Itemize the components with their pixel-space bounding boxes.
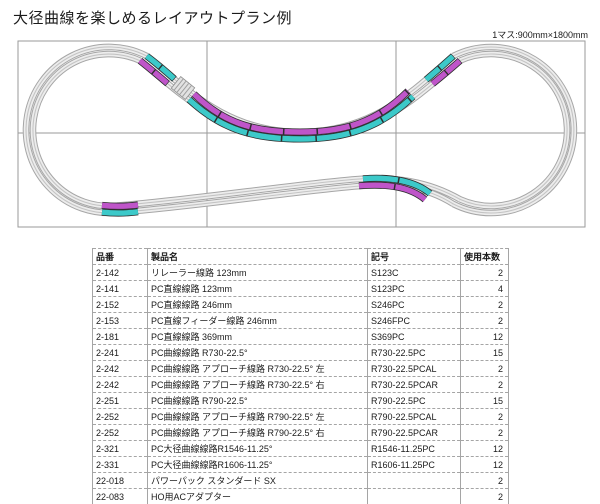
- table-row: 2-181 PC直線線路 369mm S369PC 12: [92, 328, 509, 345]
- table-header-row: 品番 製品名 記号 使用本数: [92, 248, 509, 265]
- cell-part-number: 2-242: [92, 376, 148, 393]
- cell-part-number: 2-241: [92, 344, 148, 361]
- cell-part-number: 2-252: [92, 408, 148, 425]
- cell-code: R790-22.5PCAR: [367, 424, 461, 441]
- cell-product-name: PC曲線線路 アプローチ線路 R730-22.5° 右: [147, 376, 368, 393]
- cell-quantity: 2: [460, 408, 509, 425]
- cell-code: [367, 472, 461, 489]
- cell-part-number: 2-331: [92, 456, 148, 473]
- cell-part-number: 2-152: [92, 296, 148, 313]
- cell-code: R790-22.5PCAL: [367, 408, 461, 425]
- cell-quantity: 2: [460, 424, 509, 441]
- cell-code: S123PC: [367, 280, 461, 297]
- cell-code: R730-22.5PCAL: [367, 360, 461, 377]
- cell-code: R730-22.5PC: [367, 344, 461, 361]
- cell-code: S369PC: [367, 328, 461, 345]
- cell-product-name: PC直線線路 246mm: [147, 296, 368, 313]
- cell-product-name: PC大径曲線線路R1606-11.25°: [147, 456, 368, 473]
- cell-product-name: PC直線線路 369mm: [147, 328, 368, 345]
- cell-quantity: 12: [460, 328, 509, 345]
- cell-quantity: 2: [460, 472, 509, 489]
- rerailer-rib: [179, 83, 189, 95]
- cell-part-number: 2-142: [92, 264, 148, 281]
- cell-product-name: HO用ACアダプター: [147, 488, 368, 504]
- grid-border: [17, 40, 586, 228]
- rerailer-rib: [173, 78, 184, 91]
- table-row: 2-142 リレーラー線路 123mm S123C 2: [92, 264, 509, 281]
- grid-scale-note: 1マス:900mm×1800mm: [492, 30, 588, 40]
- cell-product-name: PC曲線線路 アプローチ線路 R790-22.5° 左: [147, 408, 368, 425]
- cell-quantity: 2: [460, 296, 509, 313]
- cell-product-name: PC大径曲線線路R1546-11.25°: [147, 440, 368, 457]
- table-row: 2-153 PC直線フィーダー線路 246mm S246FPC 2: [92, 312, 509, 329]
- col-header-code: 記号: [367, 248, 461, 265]
- cell-code: S246FPC: [367, 312, 461, 329]
- cell-quantity: 2: [460, 488, 509, 504]
- table-row: 22-083 HO用ACアダプター 2: [92, 488, 509, 504]
- table-row: 2-242 PC曲線線路 アプローチ線路 R730-22.5° 左 R730-2…: [92, 360, 509, 377]
- cell-code: S123C: [367, 264, 461, 281]
- cell-code: R730-22.5PCAR: [367, 376, 461, 393]
- cell-quantity: 4: [460, 280, 509, 297]
- cell-part-number: 2-251: [92, 392, 148, 409]
- table-row: 2-241 PC曲線線路 R730-22.5° R730-22.5PC 15: [92, 344, 509, 361]
- col-header-quantity: 使用本数: [460, 248, 509, 265]
- parts-table: 品番 製品名 記号 使用本数 2-142 リレーラー線路 123mm S123C…: [92, 248, 509, 504]
- table-row: 2-152 PC直線線路 246mm S246PC 2: [92, 296, 509, 313]
- cell-part-number: 2-242: [92, 360, 148, 377]
- cell-code: [367, 488, 461, 504]
- rerailer-rib: [176, 80, 187, 93]
- cell-part-number: 2-252: [92, 424, 148, 441]
- cell-part-number: 2-321: [92, 440, 148, 457]
- cell-part-number: 2-181: [92, 328, 148, 345]
- table-row: 2-242 PC曲線線路 アプローチ線路 R730-22.5° 右 R730-2…: [92, 376, 509, 393]
- rerailer-rib: [182, 85, 192, 97]
- cell-product-name: PC曲線線路 アプローチ線路 R730-22.5° 左: [147, 360, 368, 377]
- layout-diagram: [17, 40, 586, 228]
- table-row: 2-252 PC曲線線路 アプローチ線路 R790-22.5° 左 R790-2…: [92, 408, 509, 425]
- cell-quantity: 12: [460, 440, 509, 457]
- col-header-product-name: 製品名: [147, 248, 368, 265]
- table-row: 2-321 PC大径曲線線路R1546-11.25° R1546-11.25PC…: [92, 440, 509, 457]
- cell-product-name: PC曲線線路 アプローチ線路 R790-22.5° 右: [147, 424, 368, 441]
- cell-code: R1606-11.25PC: [367, 456, 461, 473]
- cell-part-number: 2-153: [92, 312, 148, 329]
- cell-code: R1546-11.25PC: [367, 440, 461, 457]
- table-row: 2-331 PC大径曲線線路R1606-11.25° R1606-11.25PC…: [92, 456, 509, 473]
- cell-quantity: 2: [460, 264, 509, 281]
- cell-quantity: 12: [460, 456, 509, 473]
- cell-code: R790-22.5PC: [367, 392, 461, 409]
- col-header-part-number: 品番: [92, 248, 148, 265]
- cell-product-name: PC直線線路 123mm: [147, 280, 368, 297]
- cell-part-number: 22-018: [92, 472, 148, 489]
- cell-product-name: PC直線フィーダー線路 246mm: [147, 312, 368, 329]
- page-title: 大径曲線を楽しめるレイアウトプラン例: [13, 10, 293, 27]
- table-row: 2-252 PC曲線線路 アプローチ線路 R790-22.5° 右 R790-2…: [92, 424, 509, 441]
- rerailer-body: [170, 75, 196, 101]
- cell-quantity: 15: [460, 392, 509, 409]
- cell-quantity: 2: [460, 312, 509, 329]
- highlight-bottom-left-cyan: [102, 212, 138, 213]
- table-row: 2-141 PC直線線路 123mm S123PC 4: [92, 280, 509, 297]
- cell-product-name: リレーラー線路 123mm: [147, 264, 368, 281]
- cell-quantity: 2: [460, 360, 509, 377]
- cell-part-number: 2-141: [92, 280, 148, 297]
- cell-quantity: 2: [460, 376, 509, 393]
- table-row: 2-251 PC曲線線路 R790-22.5° R790-22.5PC 15: [92, 392, 509, 409]
- cell-part-number: 22-083: [92, 488, 148, 504]
- cell-code: S246PC: [367, 296, 461, 313]
- cell-product-name: PC曲線線路 R730-22.5°: [147, 344, 368, 361]
- cell-product-name: パワーパック スタンダード SX: [147, 472, 368, 489]
- highlight-bottom-left-magenta: [102, 205, 138, 206]
- rerailer-track-piece: [170, 75, 196, 101]
- cell-quantity: 15: [460, 344, 509, 361]
- table-row: 22-018 パワーパック スタンダード SX 2: [92, 472, 509, 489]
- cell-product-name: PC曲線線路 R790-22.5°: [147, 392, 368, 409]
